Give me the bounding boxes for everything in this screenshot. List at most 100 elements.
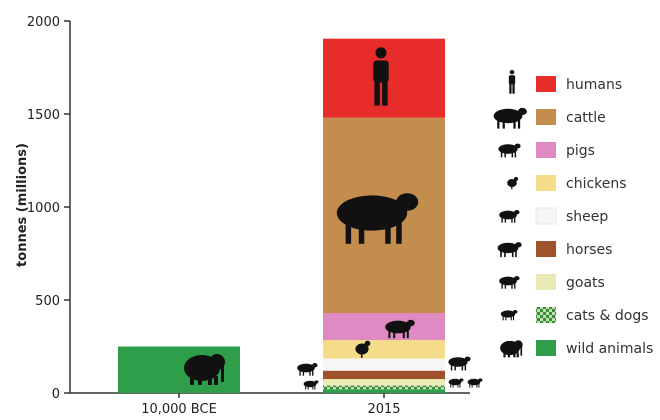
goat-icon-head bbox=[514, 276, 520, 281]
legend-swatch bbox=[536, 142, 556, 158]
cow-icon-body bbox=[336, 195, 408, 231]
cow-icon-leg bbox=[502, 119, 505, 129]
pig-icon-leg bbox=[504, 151, 506, 158]
legend-swatch bbox=[535, 207, 557, 225]
goat-icon-head bbox=[314, 380, 319, 384]
legend-item: wild animals bbox=[500, 340, 653, 358]
goat-icon-leg bbox=[307, 385, 309, 390]
cow-icon-leg bbox=[497, 119, 500, 129]
mammoth-icon-leg bbox=[190, 376, 194, 385]
goat-icon-leg bbox=[514, 283, 516, 289]
legend-label: sheep bbox=[566, 209, 608, 225]
sheep-icon-leg bbox=[312, 370, 314, 376]
pig-icon-head bbox=[514, 143, 521, 149]
mammoth-icon-leg bbox=[513, 352, 516, 358]
y-tick-label: 2000 bbox=[27, 15, 60, 30]
x-tick-label: 2015 bbox=[367, 402, 400, 417]
y-tick-label: 1000 bbox=[27, 201, 60, 216]
cow-icon-leg bbox=[358, 221, 365, 244]
goat-icon-leg bbox=[312, 385, 314, 390]
mammoth-icon-trunk bbox=[221, 366, 224, 382]
goat-icon-body bbox=[303, 380, 317, 388]
sheep-icon-leg bbox=[302, 370, 305, 376]
goat-icon-leg bbox=[305, 385, 307, 390]
legend-swatch bbox=[536, 241, 556, 257]
sheep-icon-head bbox=[312, 363, 318, 368]
legend-item: humans bbox=[508, 69, 622, 94]
chicken-icon-body bbox=[355, 343, 369, 355]
legend-swatch bbox=[536, 340, 556, 356]
legend-item: horses bbox=[497, 241, 612, 258]
sheep-icon-leg bbox=[504, 217, 507, 223]
horse-icon-head bbox=[515, 242, 522, 248]
cow-icon-leg bbox=[396, 221, 402, 244]
dog-icon-leg bbox=[502, 315, 504, 321]
bar-segment-sheep bbox=[323, 358, 445, 371]
legend: humans cattle pigs chickens sheep horses goats… bbox=[493, 69, 653, 358]
sheep-icon-leg bbox=[514, 217, 516, 223]
person-icon-head bbox=[509, 69, 515, 75]
person-icon-leg bbox=[509, 83, 512, 94]
mammoth-icon-trunk bbox=[520, 346, 523, 356]
legend-label: humans bbox=[566, 77, 622, 93]
cow-icon-head bbox=[517, 107, 527, 116]
chicken-icon-head bbox=[364, 340, 371, 347]
axis-layer: 0 500 1000 1500 2000 10,000 BCE 2015 bbox=[27, 15, 470, 417]
legend-swatch bbox=[536, 274, 556, 290]
legend-swatch bbox=[536, 109, 556, 125]
dog-icon-leg bbox=[512, 315, 515, 321]
legend-swatch bbox=[536, 175, 556, 191]
chicken-icon-leg bbox=[511, 186, 513, 190]
horse-icon-leg bbox=[511, 250, 514, 258]
legend-label: wild animals bbox=[566, 341, 653, 357]
dog-icon-leg bbox=[505, 315, 507, 321]
dog-icon-body bbox=[467, 378, 481, 386]
pig-icon-head bbox=[406, 319, 415, 327]
horse-icon-leg bbox=[454, 364, 456, 371]
chicken-icon-leg bbox=[360, 353, 363, 358]
legend-swatch bbox=[536, 307, 556, 323]
legend-label: cattle bbox=[566, 110, 606, 126]
mammoth-icon-leg bbox=[516, 352, 519, 358]
chicken-icon-head bbox=[513, 176, 519, 182]
y-axis-label: tonnes (millions) bbox=[15, 143, 30, 267]
legend-item: sheep bbox=[499, 207, 608, 225]
bar-segment-horses bbox=[323, 370, 445, 380]
horse-icon-leg bbox=[504, 250, 506, 258]
dog-icon-leg bbox=[469, 383, 471, 388]
bar-segment-wild-animals bbox=[323, 389, 445, 393]
dog-icon-leg bbox=[478, 383, 480, 388]
pig-icon-leg bbox=[500, 151, 503, 158]
legend-item: goats bbox=[499, 274, 605, 291]
legend-item: pigs bbox=[498, 142, 595, 159]
goat-icon-body bbox=[448, 378, 462, 386]
cow-icon-leg bbox=[513, 119, 516, 129]
legend-swatch bbox=[536, 76, 556, 92]
horse-icon-leg bbox=[500, 250, 502, 258]
mammoth-icon-head bbox=[513, 340, 523, 350]
person-icon-leg bbox=[374, 81, 380, 106]
dog-icon-head bbox=[512, 309, 518, 314]
goat-icon-leg bbox=[314, 385, 316, 390]
person-icon-head bbox=[375, 47, 387, 59]
pig-icon-leg bbox=[406, 330, 409, 339]
legend-label: pigs bbox=[566, 143, 595, 159]
sheep-icon-leg bbox=[501, 217, 503, 223]
legend-item: cats & dogs bbox=[500, 307, 649, 324]
sheep-icon-leg bbox=[309, 370, 311, 376]
legend-label: chickens bbox=[566, 176, 627, 192]
sheep-icon-leg bbox=[299, 370, 301, 376]
legend-item: chickens bbox=[507, 175, 627, 192]
mammoth-icon-leg bbox=[208, 376, 212, 385]
goat-icon-leg bbox=[452, 383, 454, 388]
goat-icon-leg bbox=[511, 283, 513, 289]
person-icon-leg bbox=[512, 83, 515, 94]
horse-icon-leg bbox=[450, 364, 453, 371]
dog-icon-leg bbox=[510, 315, 512, 321]
y-tick-label: 500 bbox=[35, 294, 60, 309]
goat-icon-leg bbox=[450, 383, 452, 388]
horse-icon-leg bbox=[461, 364, 464, 371]
mammoth-icon-leg bbox=[198, 376, 202, 385]
sheep-icon-head bbox=[514, 210, 520, 215]
